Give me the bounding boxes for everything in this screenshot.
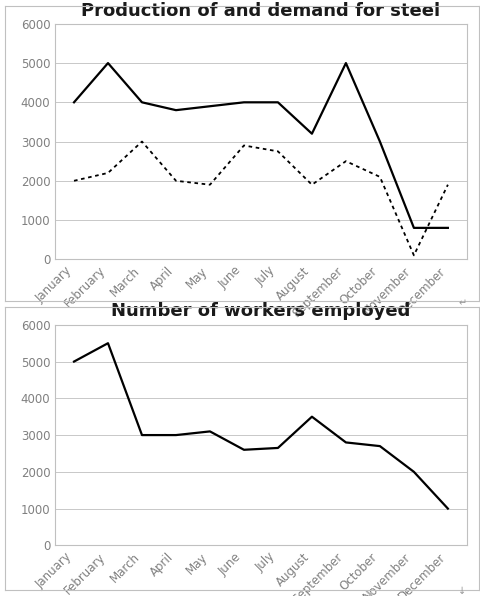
Line: Amount produced: Amount produced (74, 63, 447, 228)
Actual demand (71, 177, 77, 184)
Actual demand (240, 142, 246, 149)
Title: Number of workers employed: Number of workers employed (111, 303, 410, 321)
Amount produced (173, 107, 179, 114)
Actual demand (105, 169, 111, 176)
Text: ↓: ↓ (457, 586, 466, 595)
Amount produced (444, 224, 450, 231)
Actual demand (275, 148, 280, 155)
Actual demand (342, 157, 348, 164)
Actual demand (207, 181, 213, 188)
Amount produced (308, 130, 314, 137)
Amount produced (139, 99, 144, 106)
Amount produced (376, 138, 382, 145)
Actual demand (376, 173, 382, 181)
Amount produced (275, 99, 280, 106)
Title: Production of and demand for steel: Production of and demand for steel (81, 2, 440, 20)
Actual demand (308, 181, 314, 188)
Actual demand (139, 138, 144, 145)
Actual demand (410, 252, 416, 259)
Amount produced (207, 103, 213, 110)
Amount produced (71, 99, 77, 106)
Amount produced (240, 99, 246, 106)
Amount produced (410, 224, 416, 231)
Legend: Amount produced, Actual demand: Amount produced, Actual demand (72, 353, 383, 375)
Amount produced (342, 60, 348, 67)
Line: Actual demand: Actual demand (74, 142, 447, 255)
Text: ↵: ↵ (457, 299, 466, 308)
Actual demand (173, 177, 179, 184)
Amount produced (105, 60, 111, 67)
Actual demand (444, 181, 450, 188)
